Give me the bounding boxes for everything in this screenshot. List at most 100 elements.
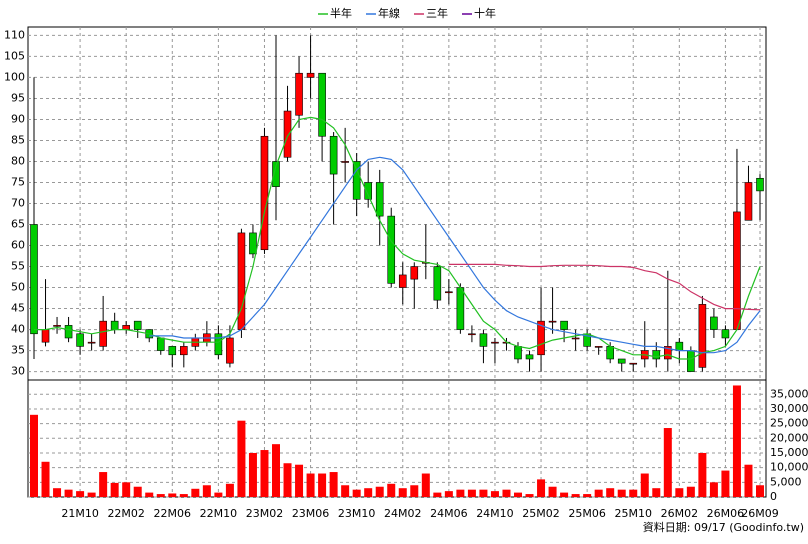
y-tick-label: 100 <box>4 70 25 83</box>
candle-body <box>156 337 165 351</box>
volume-tick-label: 15,000 <box>770 446 808 459</box>
candle-body <box>571 337 580 340</box>
candle-body <box>180 346 188 356</box>
volume-bar <box>732 385 741 497</box>
volume-bar <box>283 463 292 497</box>
candle-body <box>687 350 695 372</box>
volume-bar <box>375 486 384 497</box>
y-tick-label: 45 <box>11 302 25 315</box>
candle-body <box>214 333 223 356</box>
x-tick-label: 23M10 <box>338 507 376 520</box>
x-tick-label: 24M10 <box>476 507 514 520</box>
candle-body <box>272 161 280 187</box>
volume-tick-label: 10,000 <box>770 461 808 474</box>
volume-bar <box>663 428 672 497</box>
volume-bar <box>76 491 85 497</box>
candle-body <box>710 316 718 330</box>
candle-body <box>629 362 638 365</box>
x-tick-label: 25M02 <box>522 507 560 520</box>
candle-body <box>398 274 407 288</box>
volume-bar <box>145 492 154 497</box>
x-tick-label: 26M09 <box>741 507 779 520</box>
candle-body <box>491 341 499 344</box>
y-tick-label: 65 <box>11 218 25 231</box>
y-tick-label: 50 <box>11 281 25 294</box>
candle-body <box>76 333 84 347</box>
volume-bar <box>756 485 764 497</box>
volume-bar <box>214 492 223 497</box>
volume-bar <box>99 472 108 497</box>
volume-bar <box>410 485 419 497</box>
candle-body <box>110 320 119 330</box>
candle-body <box>99 320 107 347</box>
volume-bar <box>64 489 73 497</box>
y-tick-label: 30 <box>11 365 25 378</box>
legend-label: 年線 <box>378 6 400 20</box>
volume-bar <box>260 450 269 497</box>
volume-bar <box>225 483 234 497</box>
volume-bar <box>571 494 580 497</box>
volume-tick-label: 20,000 <box>770 431 808 444</box>
candle-body <box>445 291 453 294</box>
candle-body <box>168 346 177 356</box>
volume-tick-label: 25,000 <box>770 417 808 430</box>
volume-bar <box>560 492 569 497</box>
volume-bar <box>721 470 730 497</box>
volume-tick-label: 30,000 <box>770 402 808 415</box>
volume-bar <box>675 488 684 497</box>
y-tick-label: 40 <box>11 323 25 336</box>
volume-bar <box>191 488 200 497</box>
candle-body <box>594 346 603 348</box>
candle-body <box>295 72 303 116</box>
y-tick-label: 55 <box>11 260 25 273</box>
volume-bar <box>433 492 442 497</box>
volume-bar <box>709 482 718 497</box>
x-tick-label: 22M02 <box>107 507 145 520</box>
volume-bar <box>594 489 603 497</box>
candle-body <box>456 287 465 330</box>
volume-tick-label: 0 <box>770 490 777 503</box>
volume-bar <box>502 489 511 497</box>
candle-body <box>341 161 349 163</box>
x-tick-label: 23M02 <box>246 507 284 520</box>
volume-bar <box>156 494 165 497</box>
volume-tick-label: 5,000 <box>770 475 802 488</box>
volume-bar <box>606 488 615 497</box>
volume-bar <box>583 494 592 497</box>
volume-bar <box>364 488 373 497</box>
x-tick-label: 22M10 <box>200 507 238 520</box>
volume-bar <box>41 461 50 497</box>
y-tick-label: 95 <box>11 91 25 104</box>
volume-bar <box>110 482 119 497</box>
candle-body <box>733 211 741 330</box>
y-tick-label: 80 <box>11 154 25 167</box>
x-tick-label: 24M02 <box>384 507 422 520</box>
volume-bar <box>617 489 626 497</box>
candle-body <box>249 232 257 255</box>
candle-body <box>364 182 372 200</box>
y-tick-label: 60 <box>11 239 25 252</box>
y-tick-label: 35 <box>11 344 25 357</box>
candle-body <box>64 325 73 339</box>
candle-body <box>560 320 568 330</box>
candle-body <box>260 135 269 251</box>
volume-bar <box>306 473 315 497</box>
candle-body <box>721 329 730 339</box>
volume-bar <box>168 493 177 497</box>
footnote: 資料日期: 09/17 (Goodinfo.tw) <box>643 520 804 534</box>
volume-bar <box>318 473 327 497</box>
candle-body <box>387 215 396 284</box>
x-tick-label: 24M06 <box>430 507 468 520</box>
x-tick-label: 26M02 <box>661 507 699 520</box>
candle-body <box>122 325 130 330</box>
candle-body <box>318 72 326 137</box>
volume-bar <box>490 491 499 497</box>
y-tick-label: 70 <box>11 197 25 210</box>
candle-body <box>514 346 522 360</box>
volume-bar <box>272 444 280 497</box>
candle-body <box>537 320 545 356</box>
legend-label: 十年 <box>474 6 496 20</box>
volume-bar <box>744 464 753 497</box>
legend-label: 半年 <box>330 6 352 20</box>
